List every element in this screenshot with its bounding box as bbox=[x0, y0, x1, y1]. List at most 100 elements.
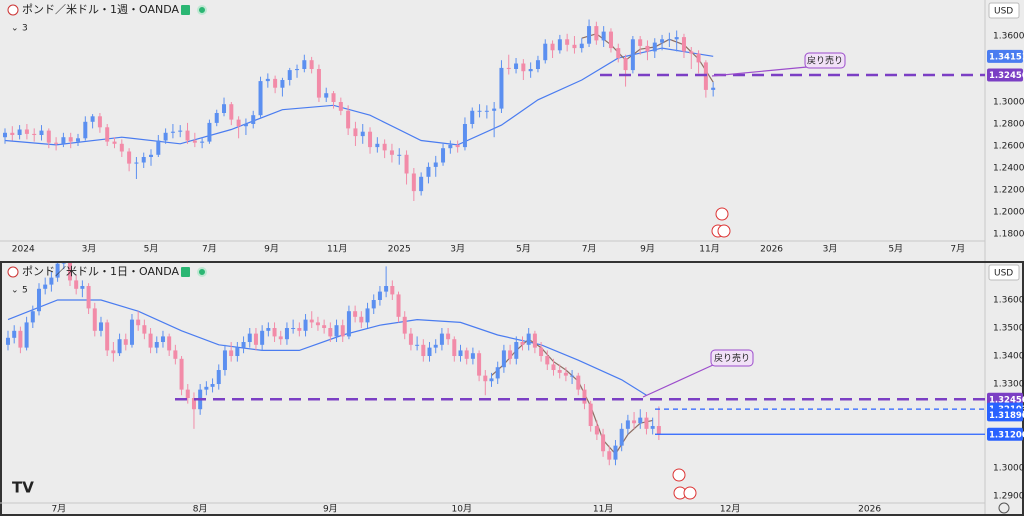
candle-body bbox=[477, 353, 482, 376]
indicator-toggle: ⌄ bbox=[11, 24, 19, 34]
candle-body bbox=[338, 102, 343, 111]
candle-body bbox=[543, 43, 548, 61]
candle-body bbox=[346, 110, 351, 129]
logo: TV bbox=[12, 479, 34, 497]
candle-body bbox=[433, 162, 438, 167]
candle-body bbox=[179, 358, 184, 390]
candle-body bbox=[119, 143, 124, 152]
candle-body bbox=[650, 426, 655, 429]
candle-body bbox=[582, 389, 587, 404]
event-icon[interactable] bbox=[717, 224, 731, 238]
y-tick-label: 1.33000 bbox=[993, 380, 1024, 390]
status-icon bbox=[181, 267, 190, 277]
x-tick-label: 2026 bbox=[760, 245, 783, 255]
candle-body bbox=[632, 420, 637, 424]
candle-body bbox=[601, 434, 606, 452]
currency-button[interactable] bbox=[988, 264, 1020, 281]
candle-body bbox=[563, 372, 568, 376]
candle-body bbox=[359, 316, 364, 323]
candle-body bbox=[506, 67, 511, 69]
candle-body bbox=[309, 319, 314, 323]
candle-body bbox=[396, 294, 401, 317]
candle-body bbox=[278, 336, 283, 340]
y-tick-label: 1.30000 bbox=[993, 98, 1024, 108]
candle-body bbox=[334, 325, 339, 337]
event-icons bbox=[672, 207, 731, 500]
settings-icon[interactable] bbox=[998, 502, 1010, 514]
level-tag: 1.32456 bbox=[989, 395, 1024, 405]
candle-body bbox=[528, 69, 533, 72]
candle-body bbox=[24, 129, 29, 134]
candle-body bbox=[105, 127, 110, 142]
candle-body bbox=[253, 333, 258, 345]
last-price-tag-bg bbox=[987, 427, 1023, 441]
event-icon[interactable] bbox=[715, 207, 729, 221]
currency: USD bbox=[994, 269, 1013, 279]
candle-body bbox=[371, 300, 376, 309]
candle-body bbox=[458, 350, 463, 357]
candle-body bbox=[273, 78, 278, 88]
candle-body bbox=[167, 336, 172, 351]
candle-body bbox=[499, 67, 504, 109]
chart-title: ポンド／米ドル・1週・OANDA bbox=[22, 3, 179, 16]
y-tick-label: 1.22000 bbox=[993, 186, 1024, 196]
callout-line bbox=[711, 66, 808, 77]
candle-body bbox=[550, 43, 555, 51]
candle-body bbox=[315, 322, 320, 326]
last-price-tag: 1.31206 bbox=[989, 430, 1024, 440]
candle-body bbox=[514, 63, 519, 69]
candle-body bbox=[136, 319, 141, 326]
x-tick-label: 11月 bbox=[593, 504, 613, 515]
event-icon[interactable] bbox=[683, 486, 697, 500]
status-icon bbox=[181, 5, 190, 15]
candle-body bbox=[247, 333, 252, 343]
x-tick-label: 9月 bbox=[640, 244, 655, 255]
candle-body bbox=[149, 154, 154, 157]
candle-body bbox=[67, 263, 72, 281]
candle-body bbox=[68, 137, 73, 142]
candle-body bbox=[477, 110, 482, 112]
level-tag-bg bbox=[987, 408, 1023, 422]
y-tick-label: 1.26000 bbox=[993, 142, 1024, 152]
candle-body bbox=[170, 131, 175, 133]
candle-body bbox=[43, 284, 48, 289]
candle-body bbox=[129, 319, 134, 345]
currency-button[interactable] bbox=[988, 2, 1020, 19]
x-tick-label: 2026 bbox=[858, 505, 881, 515]
candle-body bbox=[291, 328, 296, 330]
candle-body bbox=[681, 37, 686, 52]
candle-body bbox=[229, 350, 234, 357]
indicator-count: 5 bbox=[22, 286, 28, 296]
candle-body bbox=[411, 173, 416, 192]
x-tick-label: 3月 bbox=[450, 244, 465, 255]
candle-body bbox=[54, 142, 59, 144]
candle-body bbox=[112, 141, 117, 144]
candle-body bbox=[127, 151, 132, 164]
x-tick-label: 10月 bbox=[452, 504, 472, 515]
candle-body bbox=[464, 350, 469, 359]
candle-body bbox=[404, 154, 409, 174]
candle-body bbox=[353, 128, 358, 137]
candle-body bbox=[76, 138, 81, 142]
pane-border bbox=[0, 261, 1024, 516]
candle-body bbox=[173, 350, 178, 359]
candle-body bbox=[55, 263, 60, 278]
x-tick-label: 12月 bbox=[720, 504, 740, 515]
status-dot bbox=[197, 267, 207, 277]
plot bbox=[6, 263, 661, 466]
y-tick-label: 1.36000 bbox=[993, 32, 1024, 42]
candle-body bbox=[287, 70, 292, 80]
level-tag-bg bbox=[987, 392, 1023, 406]
candle-body bbox=[489, 378, 494, 382]
candle-body bbox=[625, 420, 630, 429]
candle-body bbox=[210, 384, 215, 387]
symbol-icon bbox=[7, 266, 19, 278]
event-icon[interactable] bbox=[672, 468, 686, 482]
candle-body bbox=[163, 132, 168, 141]
candle-body bbox=[185, 130, 190, 141]
candle-body bbox=[214, 113, 219, 123]
candle-body bbox=[630, 39, 635, 71]
candle-body bbox=[462, 124, 467, 148]
candle-body bbox=[142, 325, 147, 334]
